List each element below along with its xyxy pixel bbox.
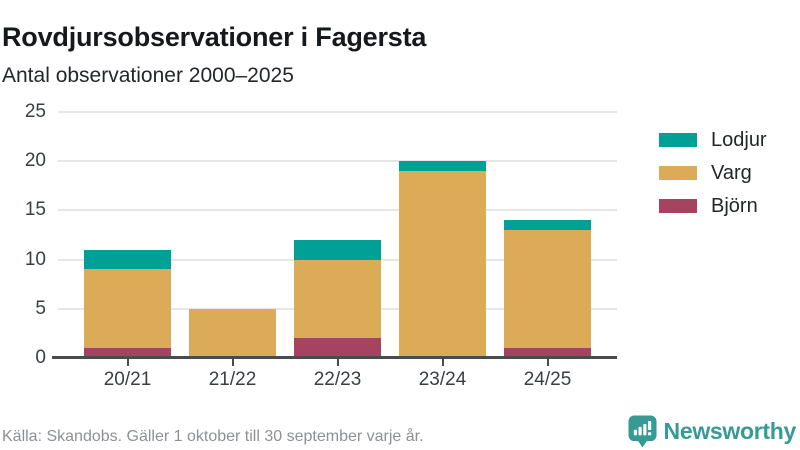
bar-segment-björn [293,338,382,358]
bar-band-23/24 [390,112,495,358]
bar-segment-varg [398,171,487,358]
bar-segment-varg [83,269,172,349]
chart-title: Rovdjursobservationer i Fagersta [2,22,427,53]
bar-segment-lodjur [293,239,382,260]
source-note: Källa: Skandobs. Gäller 1 oktober till 3… [2,428,424,445]
x-tick [441,359,444,366]
bar-band-20/21 [75,112,180,358]
bar-band-22/23 [285,112,390,358]
y-tick-label: 25 [24,101,46,122]
bar-segment-varg [503,230,592,349]
newsworthy-icon [627,415,657,448]
legend-swatch-varg [659,166,697,180]
y-tick-label: 20 [24,150,46,172]
gridline-20 [58,160,617,163]
brand-name: Newsworthy [663,418,797,444]
bar-segment-varg [188,308,277,358]
x-axis-line [52,356,617,359]
bar-segment-lodjur [83,249,172,270]
y-axis: 0 5 10 15 20 25 [0,101,46,368]
y-tick-label: 5 [35,297,46,319]
y-tick-label: 0 [35,347,46,368]
stacked-bar-21/22 [188,112,277,358]
x-tick [126,359,129,366]
legend-label: Björn [711,195,758,217]
x-tick-label: 21/22 [208,369,257,390]
stacked-bar-20/21 [83,112,172,358]
x-axis: 20/21 21/22 22/23 23/24 24/25 [58,357,617,397]
legend-label: Varg [711,162,752,184]
x-tick [336,359,339,366]
y-tick-label: 10 [24,248,46,270]
bar-segment-lodjur [398,161,487,172]
legend-swatch-lodjur [659,133,697,147]
legend: Lodjur Varg Björn [659,130,767,229]
legend-swatch-björn [659,199,697,213]
legend-item-lodjur: Lodjur [659,130,767,150]
bar-segment-varg [293,259,382,339]
bar-segment-lodjur [503,220,592,231]
x-tick-label: 20/21 [103,369,152,390]
x-tick [546,359,549,366]
gridline-25 [58,111,617,113]
bar-segment-björn [503,348,592,358]
x-tick-label: 24/25 [523,369,572,390]
y-tick-label: 15 [24,199,46,221]
brand-logo: Newsworthy [627,415,797,448]
x-tick-label: 22/23 [313,369,362,390]
bar-segment-björn [83,348,172,358]
gridline-15 [58,209,617,212]
legend-label: Lodjur [711,129,767,151]
stacked-bar-23/24 [398,112,487,358]
x-tick [231,359,234,366]
chart-subtitle: Antal observationer 2000–2025 [2,64,294,87]
bar-band-21/22 [180,112,285,358]
bar-series [58,112,617,358]
legend-item-björn: Björn [659,196,767,216]
stacked-bar-24/25 [503,112,592,358]
stacked-bar-22/23 [293,112,382,358]
x-tick-label: 23/24 [418,369,467,390]
bar-band-24/25 [495,112,600,358]
legend-item-varg: Varg [659,163,767,183]
plot-area [58,111,617,358]
